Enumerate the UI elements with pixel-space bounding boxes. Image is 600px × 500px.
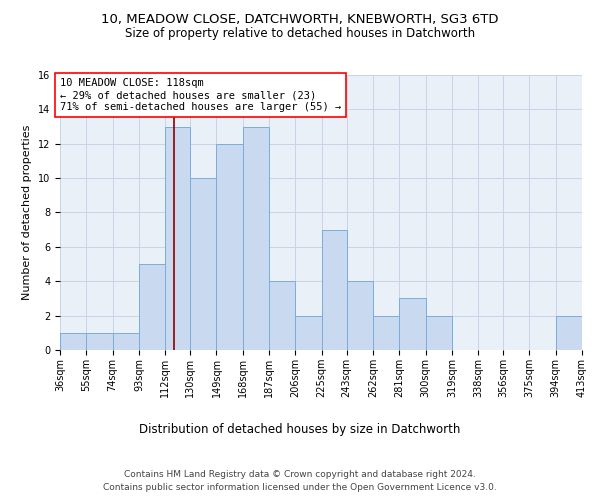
- Bar: [165, 126, 190, 350]
- Text: 10 MEADOW CLOSE: 118sqm
← 29% of detached houses are smaller (23)
71% of semi-de: 10 MEADOW CLOSE: 118sqm ← 29% of detache…: [60, 78, 341, 112]
- Bar: [425, 316, 452, 350]
- Bar: [373, 316, 399, 350]
- Y-axis label: Number of detached properties: Number of detached properties: [22, 125, 32, 300]
- Bar: [60, 333, 86, 350]
- Bar: [556, 316, 582, 350]
- Text: Contains HM Land Registry data © Crown copyright and database right 2024.: Contains HM Land Registry data © Crown c…: [124, 470, 476, 479]
- Bar: [190, 178, 217, 350]
- Text: Distribution of detached houses by size in Datchworth: Distribution of detached houses by size …: [139, 422, 461, 436]
- Text: Contains public sector information licensed under the Open Government Licence v3: Contains public sector information licen…: [103, 482, 497, 492]
- Bar: [347, 281, 373, 350]
- Bar: [322, 230, 347, 350]
- Text: Size of property relative to detached houses in Datchworth: Size of property relative to detached ho…: [125, 28, 475, 40]
- Bar: [269, 281, 295, 350]
- Bar: [86, 333, 113, 350]
- Bar: [139, 264, 165, 350]
- Bar: [295, 316, 322, 350]
- Text: 10, MEADOW CLOSE, DATCHWORTH, KNEBWORTH, SG3 6TD: 10, MEADOW CLOSE, DATCHWORTH, KNEBWORTH,…: [101, 12, 499, 26]
- Bar: [243, 126, 269, 350]
- Bar: [113, 333, 139, 350]
- Bar: [217, 144, 243, 350]
- Bar: [399, 298, 425, 350]
